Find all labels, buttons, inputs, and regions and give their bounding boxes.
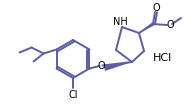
Polygon shape (104, 62, 132, 71)
Polygon shape (139, 23, 154, 34)
Text: NH: NH (113, 17, 127, 27)
Text: O: O (152, 3, 160, 13)
Text: O: O (166, 20, 174, 30)
Text: O: O (98, 61, 105, 71)
Text: Cl: Cl (68, 89, 78, 99)
Text: HCl: HCl (153, 53, 173, 62)
